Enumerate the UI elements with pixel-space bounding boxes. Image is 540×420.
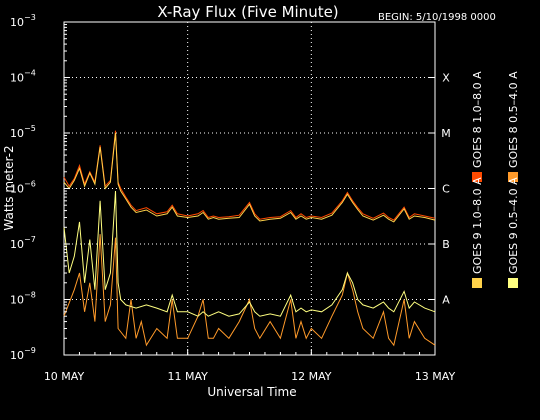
y-tick-label: 10−8 (10, 291, 36, 307)
y-tick-label: 10−6 (10, 180, 36, 196)
legend-item: GOES 8 0.5–4.0 A (507, 71, 520, 182)
flare-classes: X M C B A (429, 72, 451, 307)
y-tick-label: 10−7 (10, 235, 36, 251)
y-tick-label: 10−9 (10, 346, 36, 362)
flare-class-label: X (442, 72, 450, 85)
series-group (63, 130, 436, 347)
flare-class-label: C (442, 183, 450, 196)
series-line (63, 190, 436, 317)
x-axis-label: Universal Time (207, 385, 296, 399)
series-line (63, 234, 436, 347)
legend: GOES 8 1.0–8.0 A GOES 8 0.5–4.0 A GOES 9 1… (471, 71, 520, 288)
legend-label: GOES 9 1.0–8.0 A (471, 177, 484, 274)
legend-item: GOES 9 0.5–4.0 A (507, 177, 520, 288)
legend-swatch (472, 278, 482, 288)
x-tick-label: 12 MAY (291, 370, 332, 383)
begin-date: BEGIN: 5/10/1998 0000 (378, 12, 496, 23)
y-tick-label: 10−3 (10, 13, 36, 29)
x-tick-label: 11 MAY (167, 370, 208, 383)
legend-item: GOES 8 1.0–8.0 A (471, 71, 484, 182)
legend-label: GOES 8 0.5–4.0 A (507, 71, 520, 168)
series-line (63, 132, 436, 223)
legend-label: GOES 8 1.0–8.0 A (471, 71, 484, 168)
y-tick-label: 10−4 (10, 69, 36, 85)
y-tick-label: 10−5 (10, 124, 36, 140)
legend-swatch (472, 172, 482, 182)
series-line (63, 130, 436, 221)
legend-swatch (508, 172, 518, 182)
legend-item: GOES 9 1.0–8.0 A (471, 177, 484, 288)
flare-class-label: B (442, 238, 450, 251)
chart-title: X-Ray Flux (Five Minute) (157, 3, 338, 21)
y-axis-label: Watts meter-2 (2, 145, 16, 230)
x-ticks: 10 MAY 11 MAY 12 MAY 13 MAY (44, 349, 456, 383)
flare-class-label: M (441, 127, 451, 140)
flare-class-label: A (442, 294, 450, 307)
x-tick-label: 10 MAY (44, 370, 85, 383)
legend-label: GOES 9 0.5–4.0 A (507, 177, 520, 274)
x-tick-label: 13 MAY (415, 370, 456, 383)
legend-swatch (508, 278, 518, 288)
y-ticks: 10−3 10−4 10−5 10−6 10−7 10−8 10−9 (10, 13, 70, 362)
